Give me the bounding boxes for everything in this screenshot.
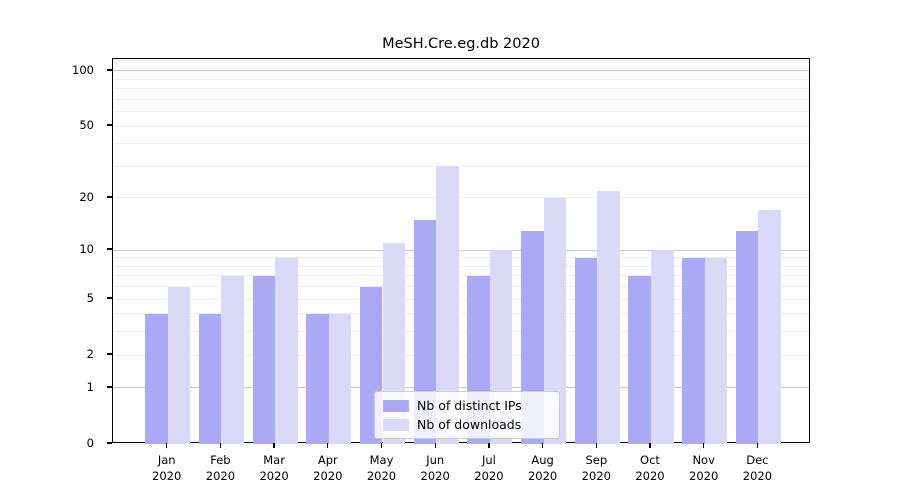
bar-downloads-aug (543, 197, 567, 444)
x-tick-label-jun: Jun 2020 (420, 453, 450, 483)
bar-ips-mar (252, 275, 276, 444)
y-tick-mark-50 (107, 124, 112, 126)
gridline-y-8 (113, 265, 809, 267)
legend-label-downloads: Nb of downloads (417, 417, 522, 432)
bar-downloads-nov (704, 257, 728, 444)
x-tick-mark-may (380, 443, 383, 448)
x-tick-label-apr: Apr 2020 (313, 453, 343, 483)
gridline-y-20 (113, 197, 809, 199)
y-tick-label-0: 0 (86, 436, 94, 450)
x-tick-label-sep: Sep 2020 (581, 453, 611, 483)
x-tick-mark-apr (327, 443, 329, 448)
y-tick-label-50: 50 (79, 118, 94, 133)
bar-ips-jun (413, 219, 437, 444)
gridline-y-2 (113, 354, 809, 356)
gridline-y-80 (113, 88, 809, 90)
bar-ips-sep (574, 257, 598, 444)
legend-swatch-ips-icon (383, 399, 409, 412)
bar-ips-dec (735, 230, 759, 444)
x-tick-label-may: May 2020 (366, 453, 397, 483)
bar-downloads-feb (221, 275, 244, 444)
legend: Nb of distinct IPs Nb of downloads (374, 391, 560, 439)
gridline-y-3 (113, 331, 809, 333)
y-tick-mark-1 (107, 386, 112, 388)
gridline-y-90 (113, 78, 809, 80)
plot-area (112, 58, 810, 444)
x-tick-label-dec: Dec 2020 (742, 453, 773, 483)
x-tick-label-aug: Aug 2020 (527, 453, 558, 483)
gridline-y-9 (113, 257, 809, 259)
bar-ips-jan (145, 313, 168, 444)
bar-ips-oct (628, 275, 651, 444)
x-tick-label-feb: Feb 2020 (205, 453, 236, 483)
y-tick-label-100: 100 (72, 62, 94, 77)
bar-downloads-sep (597, 190, 620, 444)
gridline-y-10 (113, 249, 809, 251)
x-tick-mark-feb (219, 443, 222, 448)
bar-downloads-oct (651, 250, 674, 444)
y-tick-label-1: 1 (86, 379, 94, 394)
y-tick-mark-20 (107, 196, 112, 198)
gridline-y-50 (113, 125, 809, 127)
gridline-y-7 (113, 275, 809, 277)
y-tick-label-10: 10 (79, 242, 94, 257)
bar-downloads-mar (275, 257, 298, 444)
x-tick-mark-mar (273, 443, 275, 448)
y-tick-label-20: 20 (79, 189, 94, 204)
y-tick-mark-0 (107, 442, 112, 444)
gridline-y-6 (113, 286, 809, 288)
bar-ips-apr (306, 313, 329, 444)
bar-downloads-dec (758, 210, 781, 444)
x-tick-label-nov: Nov 2020 (689, 453, 719, 483)
gridline-y-4 (113, 313, 809, 315)
chart-title: MeSH.Cre.eg.db 2020 (382, 36, 540, 52)
x-tick-label-jul: Jul 2020 (474, 453, 504, 483)
gridline-y-100 (113, 70, 809, 72)
legend-swatch-downloads-icon (383, 418, 409, 431)
x-tick-mark-oct (649, 443, 651, 448)
gridline-y-5 (113, 298, 809, 300)
x-tick-label-oct: Oct 2020 (635, 453, 665, 483)
bar-downloads-jun (436, 166, 459, 444)
bar-downloads-jan (167, 286, 191, 444)
x-tick-mark-nov (703, 443, 705, 448)
bar-ips-nov (682, 257, 705, 444)
gridline-y-40 (113, 143, 809, 145)
y-tick-label-2: 2 (86, 347, 94, 362)
gridline-y-70 (113, 98, 809, 100)
bar-ips-feb (198, 313, 222, 444)
bar-ips-aug (521, 230, 544, 444)
x-tick-mark-dec (756, 443, 759, 448)
gridline-y-60 (113, 111, 809, 113)
x-tick-mark-jun (434, 443, 436, 448)
y-tick-mark-100 (107, 69, 112, 71)
gridline-y-30 (113, 165, 809, 167)
x-tick-mark-sep (595, 443, 597, 448)
x-tick-mark-aug (541, 443, 544, 448)
x-tick-label-jan: Jan 2020 (152, 453, 182, 483)
y-tick-label-5: 5 (86, 291, 94, 306)
y-tick-mark-10 (107, 248, 112, 250)
legend-item-ips: Nb of distinct IPs (383, 398, 549, 413)
x-tick-label-mar: Mar 2020 (259, 453, 289, 483)
x-tick-mark-jul (488, 443, 490, 448)
bar-downloads-apr (328, 313, 352, 444)
legend-item-downloads: Nb of downloads (383, 417, 549, 432)
y-tick-mark-2 (107, 353, 112, 355)
legend-label-ips: Nb of distinct IPs (417, 398, 522, 413)
x-tick-mark-jan (166, 443, 168, 448)
y-tick-mark-5 (107, 297, 112, 299)
gridline-y-1 (113, 387, 809, 389)
